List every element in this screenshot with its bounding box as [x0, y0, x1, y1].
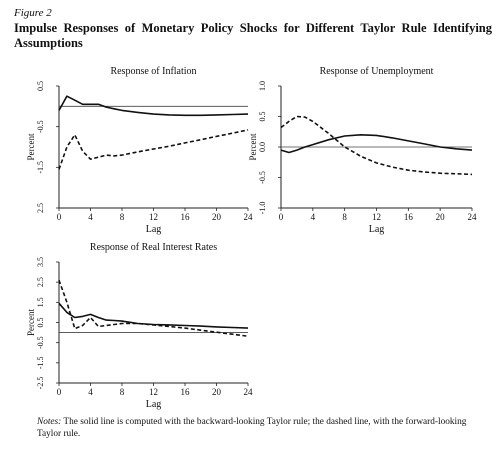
chart1-x-tick-label: 0 — [57, 212, 62, 222]
chart1-y-axis-label: Percent — [26, 133, 36, 160]
chart1-x-tick-label: 24 — [244, 212, 254, 222]
chart3-y-tick-label: -2.5 — [36, 377, 45, 390]
chart2-x-tick-label: 24 — [468, 212, 478, 222]
chart3-x-tick-label: 12 — [149, 387, 158, 397]
chart2-y-tick-label: 1.0 — [258, 81, 267, 91]
figure-notes: Notes: The solid line is computed with t… — [37, 416, 477, 440]
chart1-y-tick-label: 2.5 — [36, 203, 45, 213]
notes-lead: Notes: — [37, 417, 62, 427]
chart3-y-tick-label: 3.5 — [36, 257, 45, 267]
chart1-y-tick-label: -1.5 — [36, 161, 45, 174]
chart1-x-axis-label: Lag — [146, 224, 162, 235]
chart2-x-tick-label: 12 — [372, 212, 381, 222]
chart2-x-tick-label: 0 — [279, 212, 284, 222]
chart2-title: Response of Unemployment — [320, 66, 434, 77]
chart2-y-tick-label: 0.5 — [258, 112, 267, 122]
chart2-y-tick-label: -1.0 — [258, 202, 267, 215]
chart3-solid-series-line — [58, 302, 249, 329]
chart2-x-tick-label: 4 — [311, 212, 316, 222]
chart1-title: Response of Inflation — [110, 66, 196, 77]
chart2-y-tick-label: -0.5 — [258, 171, 267, 184]
chart1-dashed-series-line — [58, 129, 249, 170]
chart2-x-tick-label: 8 — [342, 212, 347, 222]
chart2-x-tick-label: 16 — [404, 212, 414, 222]
chart2-dashed-series-line — [280, 115, 473, 176]
chart2-x-tick-label: 20 — [436, 212, 446, 222]
chart1-y-tick-label: -0.5 — [36, 120, 45, 133]
chart3-y-tick-label: 0.5 — [36, 318, 45, 328]
chart3-title: Response of Real Interest Rates — [90, 242, 217, 253]
chart1-x-tick-label: 12 — [149, 212, 158, 222]
chart3-y-tick-label: 1.5 — [36, 297, 45, 307]
chart1-solid-series-line — [58, 95, 249, 117]
notes-text: The solid line is computed with the back… — [37, 417, 467, 439]
chart1-x-tick-label: 8 — [120, 212, 125, 222]
chart3-x-tick-label: 24 — [244, 387, 254, 397]
chart2-y-axis-label: Percent — [248, 133, 258, 160]
chart3-x-tick-label: 20 — [212, 387, 222, 397]
figure-label: Figure 2 — [14, 7, 52, 19]
chart3-x-tick-label: 0 — [57, 387, 62, 397]
chart3-y-axis-label: Percent — [26, 309, 36, 336]
chart2-solid-series-line — [280, 134, 473, 154]
figure-title: Impulse Responses of Monetary Policy Sho… — [14, 21, 492, 50]
chart3-x-axis-label: Lag — [146, 399, 162, 410]
chart3-x-tick-label: 4 — [88, 387, 93, 397]
chart3-y-tick-label: -1.5 — [36, 356, 45, 369]
chart1-y-tick-label: 0.5 — [36, 81, 45, 91]
chart3-y-tick-label: -0.5 — [36, 336, 45, 349]
chart3-x-tick-label: 16 — [181, 387, 191, 397]
chart2-y-tick-label: 0.0 — [258, 142, 267, 152]
chart1-x-tick-label: 4 — [88, 212, 93, 222]
chart3-y-tick-label: 2.5 — [36, 277, 45, 287]
chart2-x-axis-label: Lag — [369, 224, 385, 235]
chart1-x-tick-label: 16 — [181, 212, 191, 222]
chart3-x-tick-label: 8 — [120, 387, 125, 397]
chart3-dashed-series-line — [58, 279, 249, 337]
chart1-x-tick-label: 20 — [212, 212, 222, 222]
